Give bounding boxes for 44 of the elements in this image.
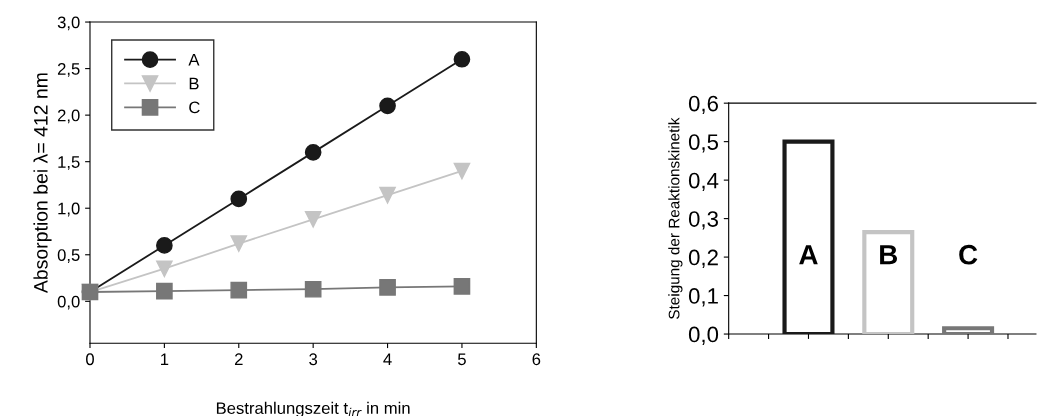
point [379,186,396,204]
point [156,282,173,300]
x-tick-label: A [799,245,818,265]
point [230,281,248,299]
y-tick-label: 1,5 [58,156,80,170]
legend-label: C [189,101,200,114]
point [379,279,396,296]
y-tick-label: 0,0 [688,326,719,345]
y-tick-label: 0,4 [688,172,719,192]
x-tick-label: 1 [161,353,169,365]
y-axis-title: Steigung der Reaktionskinetik [668,117,683,319]
point [453,278,471,295]
y-tick-label: 0,0 [57,295,80,310]
y-axis-title: Absorption bei λ= 412 nm [33,73,52,294]
x-tick-label: B [880,245,898,265]
legend-label: B [189,77,199,90]
point [304,211,322,228]
point [230,190,248,208]
point [304,144,322,161]
point [230,235,248,252]
x-tick-label: 4 [383,353,392,365]
y-tick-label: 0,2 [688,249,718,268]
point [453,162,471,180]
y-tick-label: 0,6 [688,95,718,115]
y-tick-label: 1,0 [58,202,80,217]
point [379,97,396,115]
point [156,260,173,278]
y-tick-label: 0,1 [688,288,718,307]
y-tick-label: 0,5 [57,249,80,263]
y-tick-label: 0,3 [688,211,718,230]
x-tick-label: C [959,244,978,265]
x-tick-label: 0 [86,353,94,366]
y-tick-label: 0,5 [688,134,719,153]
y-tick-label: 2,0 [57,109,80,124]
x-tick-label: 5 [457,353,466,366]
y-tick-label: 2,5 [57,62,80,77]
x-tick-label: 3 [309,353,318,366]
point [453,50,471,68]
x-tick-label: 2 [234,353,243,365]
y-tick-label: 3,0 [57,16,80,31]
legend-label: A [188,53,200,66]
point [304,280,322,298]
point [156,237,173,254]
x-tick-label: 6 [532,353,541,366]
